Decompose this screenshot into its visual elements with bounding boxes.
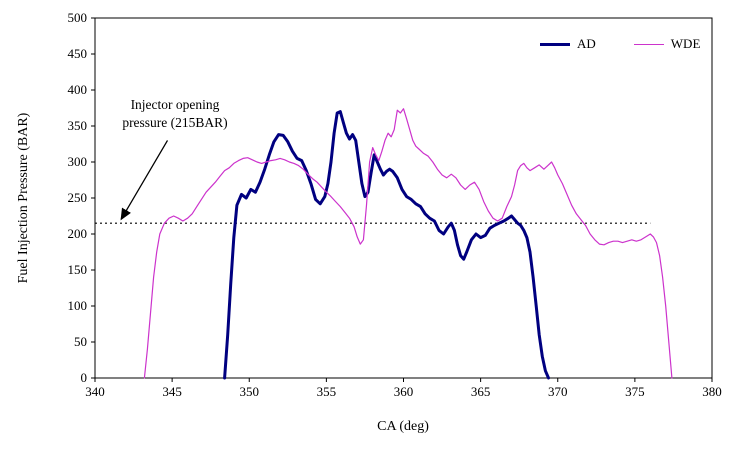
x-tick-label: 370 [548,384,568,399]
x-tick-label: 350 [240,384,260,399]
x-tick-label: 380 [702,384,722,399]
y-tick-label: 0 [81,370,88,385]
annotation-line1: Injector opening [130,97,220,112]
y-tick-label: 400 [68,82,88,97]
x-tick-label: 375 [625,384,645,399]
legend-item-wde: WDE [633,36,701,52]
series-line-ad [223,110,550,380]
legend-item-ad: AD [540,36,596,52]
plot-border [94,17,713,379]
y-axis-title: Fuel Injection Pressure (BAR) [16,112,31,284]
x-tick-label: 365 [471,384,491,399]
legend-label-wde: WDE [670,36,701,51]
y-tick-label: 500 [68,10,88,25]
x-tick-label: 340 [85,384,105,399]
y-tick-label: 450 [68,46,88,61]
annotation-line2: pressure (215BAR) [122,115,228,131]
annotation-arrow-icon [120,140,169,221]
y-tick-label: 100 [68,298,88,313]
y-tick-label: 200 [68,226,88,241]
x-tick-label: 345 [162,384,182,399]
y-tick-label: 300 [68,154,88,169]
series-line-wde [143,108,673,379]
y-tick-label: 150 [68,262,88,277]
ad-line-sample-icon [540,42,570,46]
injector-opening-pressure-annotation: Injector opening pressure (215BAR) [100,96,250,132]
y-tick-label: 50 [74,334,87,349]
x-axis-title: CA (deg) [377,419,429,434]
y-tick-label: 350 [68,118,88,133]
x-tick-label: 360 [394,384,414,399]
wde-line-sample-icon [633,43,664,45]
legend: AD WDE [540,36,700,52]
x-tick-label: 355 [317,384,337,399]
legend-label-ad: AD [577,36,596,51]
y-tick-label: 250 [68,190,88,205]
